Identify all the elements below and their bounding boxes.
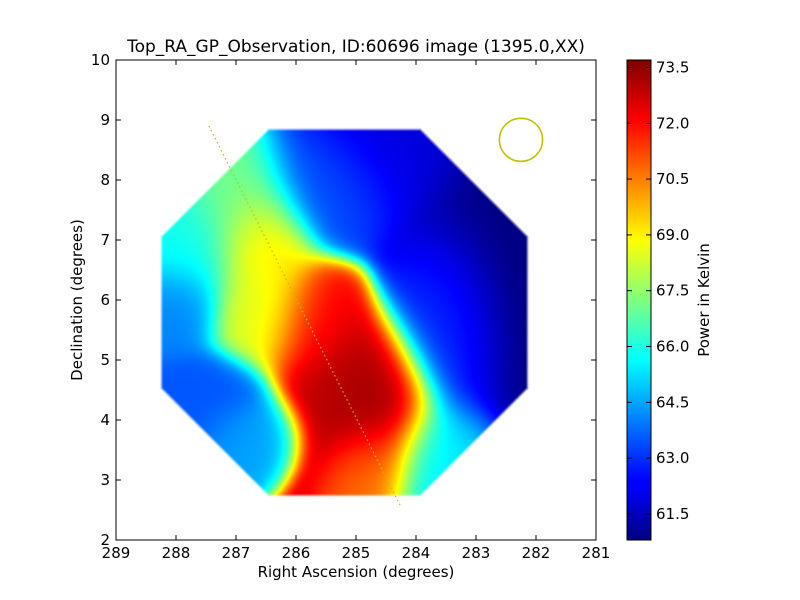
colorbar-tick-label: 67.5 — [656, 282, 689, 300]
x-axis-label: Right Ascension (degrees) — [258, 563, 455, 581]
main-axes: 289 288 287 286 285 284 283 282 281 2 3 4 5 6 7 8 9 10 — [91, 51, 610, 562]
y-ticks: 2 3 4 5 6 7 8 9 10 — [91, 51, 596, 549]
y-tick-label: 10 — [91, 51, 110, 69]
x-tick-label: 284 — [402, 544, 431, 562]
colorbar-ticks: 61.5 63.0 64.5 66.0 67.5 69.0 70.5 72.0 73.5 — [627, 58, 689, 523]
y-axis-label: Declination (degrees) — [68, 219, 86, 381]
y-tick-label: 8 — [100, 171, 110, 189]
x-tick-label: 289 — [102, 544, 131, 562]
colorbar-bar — [626, 59, 652, 541]
colorbar-tick-label: 72.0 — [656, 114, 689, 132]
colorbar: 61.5 63.0 64.5 66.0 67.5 69.0 70.5 72.0 73.5 Pow… — [626, 58, 713, 541]
y-tick-label: 4 — [100, 411, 110, 429]
chart-title: Top_RA_GP_Observation, ID:60696 image (1… — [126, 37, 585, 57]
beam-circle — [498, 117, 544, 163]
x-tick-label: 282 — [522, 544, 551, 562]
y-tick-label: 2 — [100, 531, 110, 549]
y-tick-label: 9 — [100, 111, 110, 129]
y-tick-label: 6 — [100, 291, 110, 309]
y-tick-label: 5 — [100, 351, 110, 369]
y-tick-label: 3 — [100, 471, 110, 489]
x-tick-label: 281 — [582, 544, 611, 562]
galactic-plane-line — [208, 125, 402, 508]
colorbar-tick-label: 63.0 — [656, 449, 689, 467]
heatmap-canvas — [116, 60, 596, 540]
x-ticks: 289 288 287 286 285 284 283 282 281 — [102, 60, 611, 562]
x-tick-label: 283 — [462, 544, 491, 562]
colorbar-tick-label: 73.5 — [656, 58, 689, 76]
x-tick-label: 286 — [282, 544, 311, 562]
overlay-layer — [208, 117, 544, 508]
colorbar-tick-label: 69.0 — [656, 226, 689, 244]
x-tick-label: 287 — [222, 544, 251, 562]
colorbar-tick-label: 70.5 — [656, 170, 689, 188]
colorbar-tick-label: 61.5 — [656, 505, 689, 523]
x-tick-label: 288 — [162, 544, 191, 562]
colorbar-tick-label: 64.5 — [656, 393, 689, 411]
x-tick-label: 285 — [342, 544, 371, 562]
y-tick-label: 7 — [100, 231, 110, 249]
colorbar-tick-label: 66.0 — [656, 338, 689, 356]
colorbar-label: Power in Kelvin — [695, 243, 713, 357]
heatmap-footprint — [116, 60, 596, 540]
